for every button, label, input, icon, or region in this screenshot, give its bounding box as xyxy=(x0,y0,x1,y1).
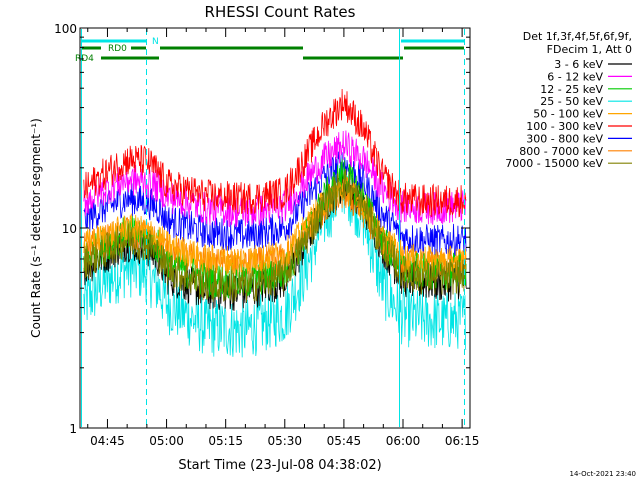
legend-label: 12 - 25 keV xyxy=(540,83,603,96)
series-line-100-300kev xyxy=(83,88,467,218)
x-axis-label: Start Time (23-Jul-08 04:38:02) xyxy=(178,458,381,473)
y-tick-label: 10 xyxy=(62,222,77,236)
x-tick-label: 05:00 xyxy=(149,434,184,448)
legend-label: 25 - 50 keV xyxy=(540,95,603,108)
legend-label: 7000 - 15000 keV xyxy=(505,157,603,170)
status-bars: RD0 RD4 N xyxy=(75,29,465,427)
legend-header-line-2: FDecim 1, Att 0 xyxy=(547,43,632,56)
x-tick-label: 05:30 xyxy=(267,434,302,448)
series-line-300-800kev xyxy=(83,151,467,257)
timestamp: 14-Oct-2021 23:40 xyxy=(570,470,636,478)
x-tick-label: 06:15 xyxy=(445,434,480,448)
legend-label: 3 - 6 keV xyxy=(554,58,603,71)
legend-header-line-1: Det 1f,3f,4f,5f,6f,9f, xyxy=(523,30,632,43)
legend-label: 100 - 300 keV xyxy=(526,120,603,133)
y-axis-label: Count Rate (s⁻¹ detector segment⁻¹) xyxy=(29,118,43,338)
series-layer xyxy=(83,88,467,358)
axes: 04:45 05:00 05:15 05:30 05:45 06:00 06:15 1 10 10… xyxy=(54,22,479,448)
x-tick-label: 05:45 xyxy=(327,434,362,448)
y-tick-label: 100 xyxy=(54,22,77,36)
y-tick-label: 1 xyxy=(69,422,77,436)
x-tick-label: 06:00 xyxy=(386,434,421,448)
rd0-label: RD0 xyxy=(108,44,127,54)
series-line-50-100kev xyxy=(83,176,467,277)
night-label: N xyxy=(152,37,159,47)
legend-label: 800 - 7000 keV xyxy=(519,145,603,158)
legend-label: 50 - 100 keV xyxy=(533,108,603,121)
legend-label: 300 - 800 keV xyxy=(526,132,603,145)
chart-title: RHESSI Count Rates xyxy=(205,3,356,21)
rd4-label: RD4 xyxy=(75,54,94,64)
x-tick-label: 05:15 xyxy=(208,434,243,448)
series-line-7000-15000kev xyxy=(83,168,467,303)
x-tick-label: 04:45 xyxy=(90,434,125,448)
legend-label: 6 - 12 keV xyxy=(547,70,603,83)
